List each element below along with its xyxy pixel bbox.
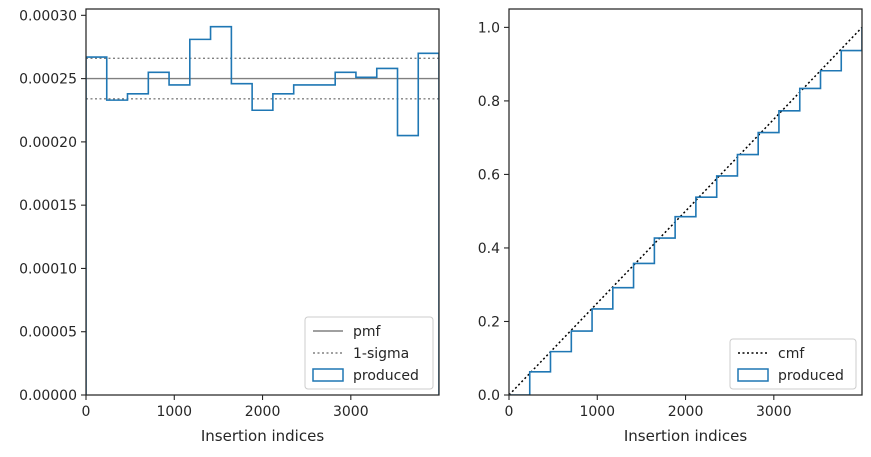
chart-1-xtick-label-2: 2000 [245, 404, 281, 420]
chart-2-ytick-label-2: 0.4 [478, 241, 500, 257]
chart-2-ytick-label-5: 1.0 [478, 20, 500, 36]
chart-1-xtick-label-1: 1000 [156, 404, 192, 420]
chart-1-xtick-label-0: 0 [82, 404, 91, 420]
chart-2-xtick-label-0: 0 [505, 404, 514, 420]
chart-2-xtick-label-2: 2000 [668, 404, 704, 420]
chart-2: 0 1000 2000 3000 0.0 0.2 0.4 0.6 0.8 1.0 Insertion… [478, 8, 863, 445]
chart-1-legend-label-1-sigma: 1-sigma [353, 346, 409, 362]
chart-1-ytick-label-2: 0.00010 [19, 261, 77, 277]
chart-2-axes-frame [508, 8, 863, 396]
chart-2-legend-label-produced: produced [778, 368, 844, 384]
chart-1-plot-area [86, 25, 439, 395]
chart-2-series-produced-cumulative [509, 27, 862, 395]
chart-1-series-produced-histogram [86, 25, 439, 395]
chart-1-xlabel: Insertion indices [201, 427, 324, 445]
chart-2-ytick-label-0: 0.0 [478, 388, 500, 404]
chart-1-xtick-label-3: 3000 [333, 404, 369, 420]
chart-1-legend-label-pmf: pmf [353, 324, 382, 340]
chart-2-legend-handle-produced [737, 368, 769, 382]
chart-1-ytick-label-4: 0.00020 [19, 135, 77, 151]
chart-1-legend: pmf 1-sigma produced [304, 316, 434, 390]
chart-1-ytick-label-6: 0.00030 [19, 8, 77, 24]
chart-2-legend: cmf produced [729, 338, 857, 390]
chart-2-ytick-label-3: 0.6 [478, 167, 500, 183]
chart-2-ytick-label-1: 0.2 [478, 314, 500, 330]
chart-1-ytick-label-3: 0.00015 [19, 198, 77, 214]
chart-1-ytick-label-1: 0.00005 [19, 325, 77, 341]
chart-2-legend-box [729, 338, 857, 390]
chart-1-legend-box [304, 316, 434, 390]
chart-2-ytick-label-4: 0.8 [478, 94, 500, 110]
chart-1-ytick-label-5: 0.00025 [19, 72, 77, 88]
chart-1-legend-handle-produced [312, 368, 344, 382]
chart-1-ytick-label-0: 0.00000 [19, 388, 77, 404]
chart-2-legend-label-cmf: cmf [778, 346, 805, 362]
chart-2-plot-area [509, 26, 862, 395]
chart-1-legend-label-produced: produced [353, 368, 419, 384]
chart-2-xlabel: Insertion indices [624, 427, 747, 445]
chart-1: 0 1000 2000 3000 0.00000 0.00005 0.00010 0.0001… [19, 8, 440, 445]
chart-2-xtick-label-3: 3000 [756, 404, 792, 420]
chart-2-xtick-label-1: 1000 [579, 404, 615, 420]
